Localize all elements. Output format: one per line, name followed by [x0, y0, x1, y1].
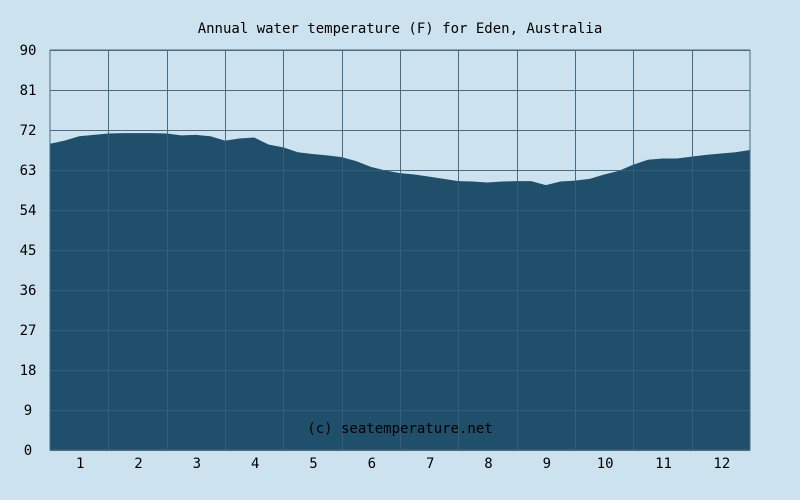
y-axis-ticks: 0 9 18 27 36 45 54 63 72 81 90: [20, 43, 37, 459]
x-tick-label: 8: [484, 456, 492, 472]
x-tick-label: 4: [251, 456, 259, 472]
chart-title: Annual water temperature (F) for Eden, A…: [198, 21, 603, 37]
x-tick-label: 3: [193, 456, 201, 472]
y-tick-label: 45: [20, 243, 37, 259]
x-tick-label: 7: [426, 456, 434, 472]
y-tick-label: 18: [20, 363, 37, 379]
y-tick-label: 27: [20, 323, 37, 339]
y-tick-label: 54: [20, 203, 37, 219]
x-tick-label: 1: [76, 456, 84, 472]
x-tick-label: 11: [655, 456, 672, 472]
x-tick-label: 10: [597, 456, 614, 472]
y-tick-label: 0: [24, 443, 32, 459]
x-tick-label: 9: [543, 456, 551, 472]
x-tick-label: 5: [309, 456, 317, 472]
x-axis-ticks: 1 2 3 4 5 6 7 8 9 10 11 12: [76, 456, 730, 472]
y-tick-label: 72: [20, 123, 37, 139]
y-tick-label: 36: [20, 283, 37, 299]
y-tick-label: 63: [20, 163, 37, 179]
x-tick-label: 6: [368, 456, 376, 472]
grid-overlay: [50, 50, 750, 451]
plot-frame: [49, 49, 751, 451]
y-tick-label: 9: [24, 403, 32, 419]
y-tick-label: 90: [20, 43, 37, 59]
watermark: (c) seatemperature.net: [307, 421, 492, 437]
y-tick-label: 81: [20, 83, 37, 99]
x-tick-label: 2: [134, 456, 142, 472]
x-tick-label: 12: [713, 456, 730, 472]
